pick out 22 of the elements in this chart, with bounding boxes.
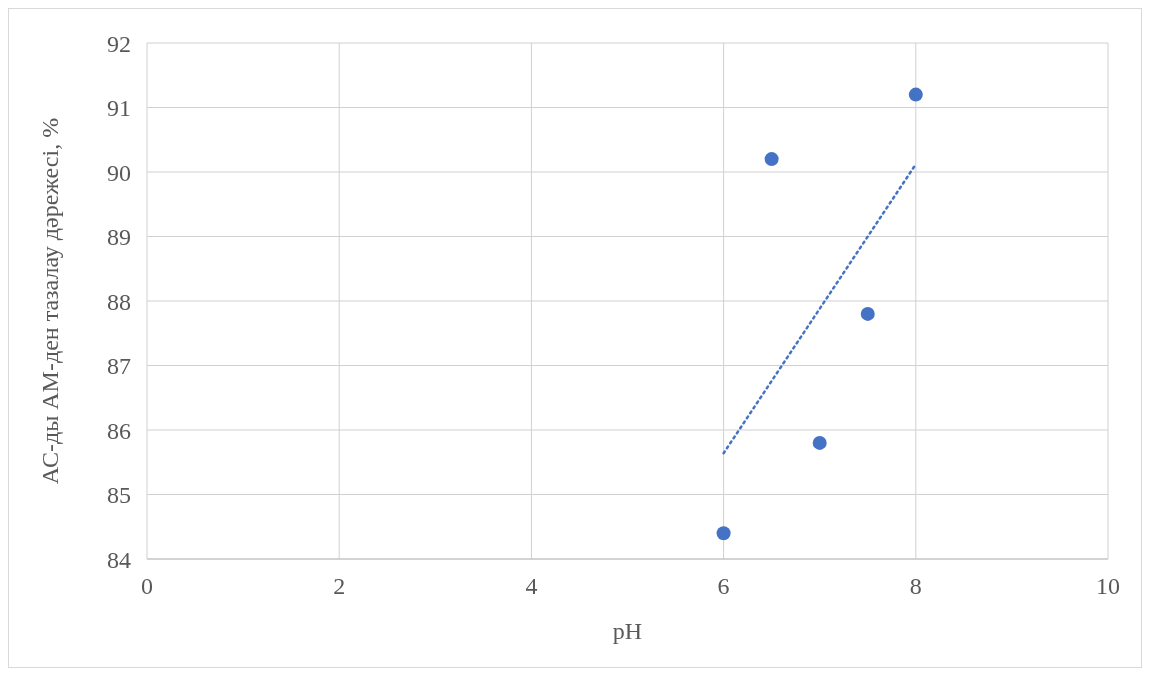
y-tick-label: 92 [107, 30, 131, 57]
point [860, 306, 875, 321]
y-tick-label: 91 [107, 95, 131, 122]
x-tick-label: 6 [717, 573, 730, 600]
x-axis-title: pH [612, 618, 643, 644]
y-tick-label: 87 [107, 353, 131, 380]
y-tick-label: 84 [107, 546, 131, 573]
x-tick-label: 2 [333, 573, 346, 600]
y-tick-label: 85 [107, 482, 131, 509]
y-tick-label: 86 [107, 417, 131, 444]
x-tick-label: 0 [141, 573, 153, 600]
point [764, 152, 779, 167]
y-tick-label: 90 [107, 159, 131, 186]
x-tick-label: 4 [525, 573, 538, 600]
x-tick-label: 10 [1096, 573, 1120, 600]
y-tick-label: 89 [107, 224, 131, 251]
x-tick-label: 8 [909, 573, 922, 600]
y-tick-label: 88 [107, 288, 131, 315]
point [812, 435, 827, 450]
y-axis-title: АС-ды АМ-ден тазалау дәрежесі, % [36, 117, 63, 485]
point [716, 526, 731, 541]
point [908, 87, 923, 102]
